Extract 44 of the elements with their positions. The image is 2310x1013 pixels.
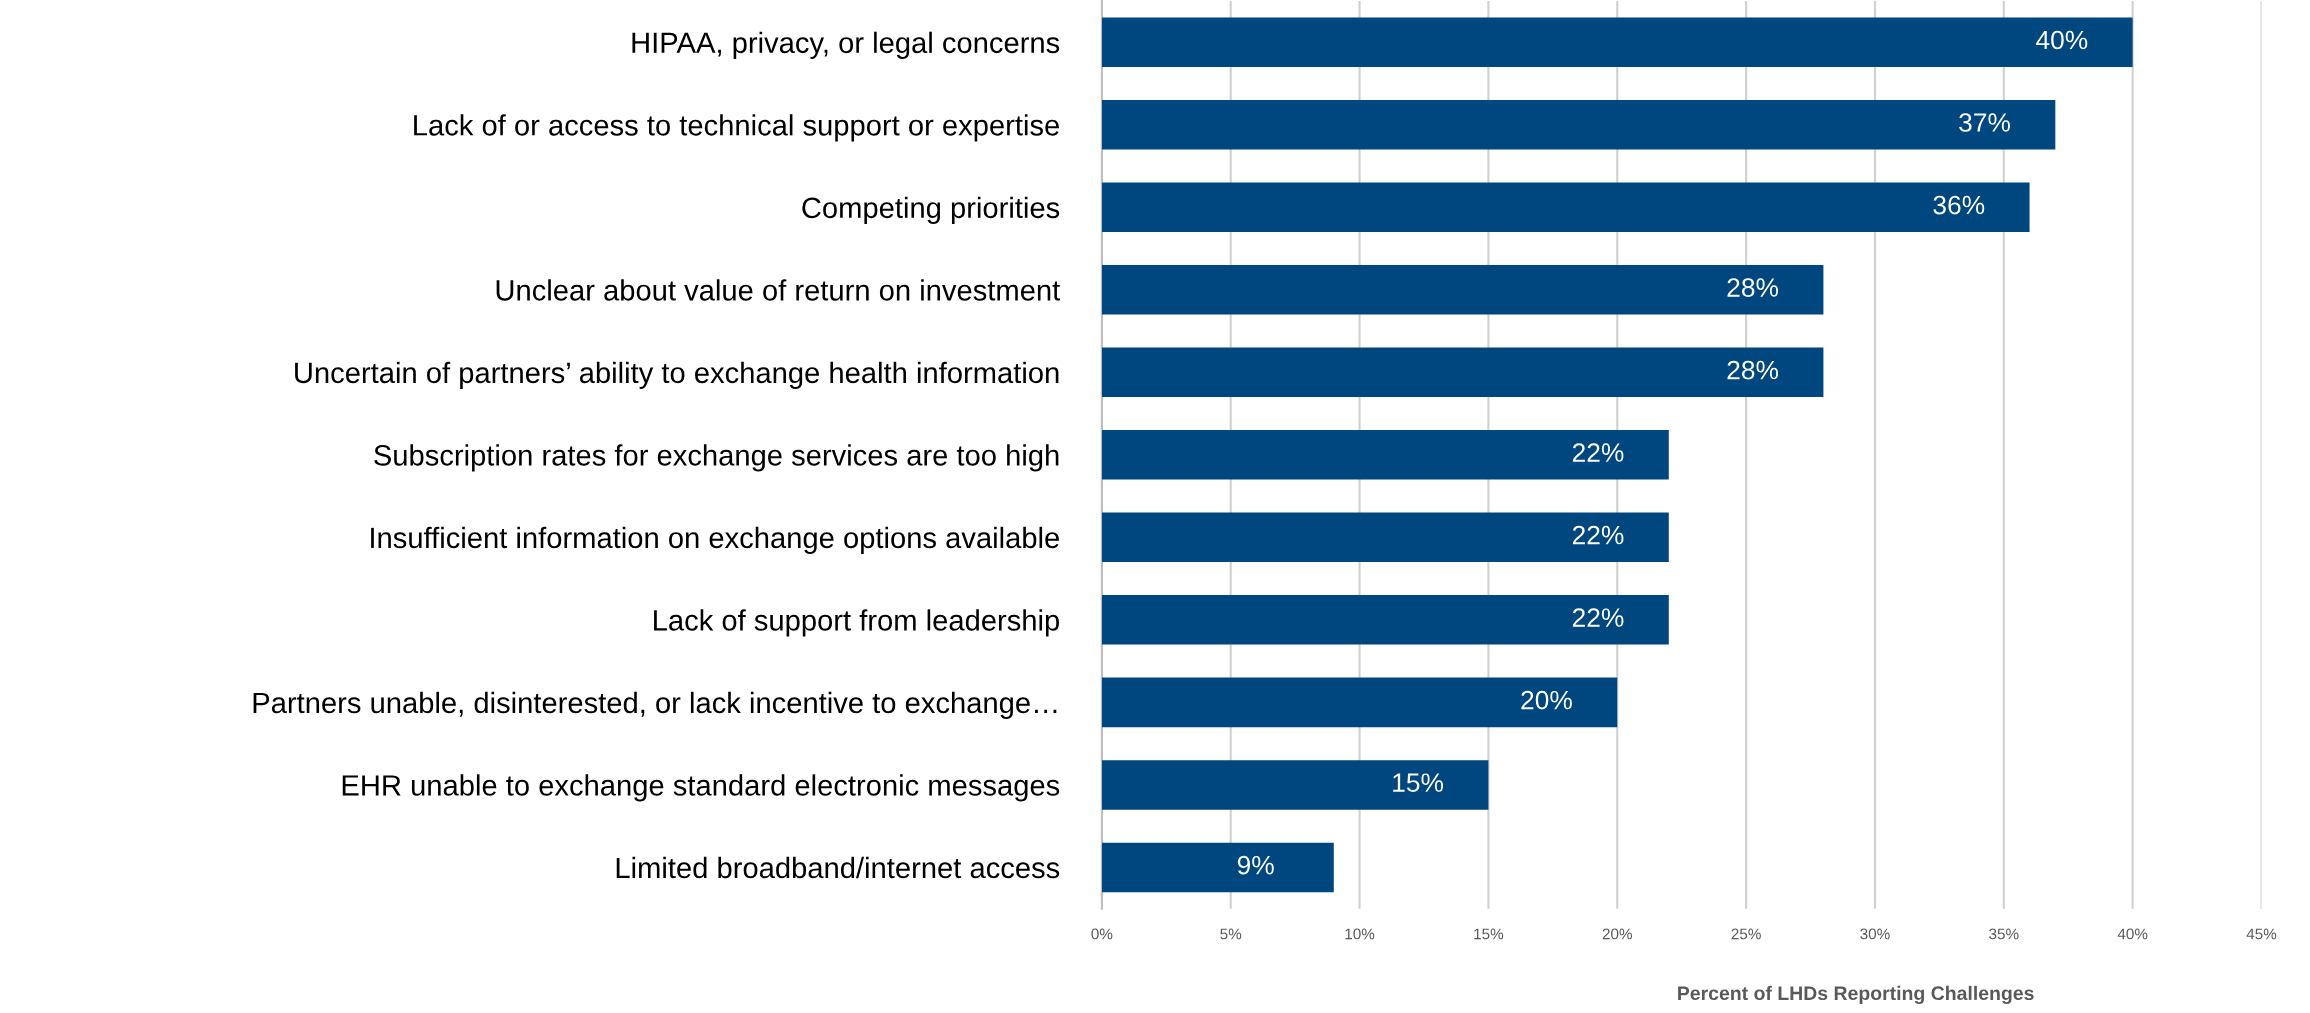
y-tick-label: Lack of or access to technical support or expertise: [414, 114, 1059, 142]
bar: [1101, 17, 2133, 68]
y-tick-label: EHR unable to exchange standard electronic messages: [342, 774, 1060, 802]
y-tick-label: Insufficient information on exchange options available: [371, 526, 1059, 554]
data-label: 36%: [1933, 195, 1985, 215]
y-tick-label: Uncertain of partners’ ability to exchange health information: [295, 361, 1059, 389]
bar: [1101, 100, 2056, 150]
y-tick-label: Partners unable, disinterested, or lack incentive to exchange…: [253, 691, 1057, 719]
x-axis-title: Percent of LHDs Reporting Challenges: [1678, 985, 2034, 1005]
bar: [1101, 595, 1669, 645]
data-label: 22%: [1572, 608, 1624, 627]
data-label: 22%: [1572, 525, 1624, 545]
x-tick-label: 40%: [2117, 928, 2148, 940]
x-tick-label: 15%: [1474, 928, 1504, 940]
x-tick-label: 10%: [1345, 928, 1375, 940]
bar: [1101, 512, 1669, 563]
data-label: 37%: [1959, 113, 2010, 132]
y-tick-label: Subscription rates for exchange services are too high: [374, 444, 1059, 472]
y-tick-label: Competing priorities: [802, 196, 1060, 224]
bar: [1101, 182, 2030, 233]
x-tick-label: 35%: [1989, 928, 2019, 940]
data-label: 28%: [1727, 278, 1779, 297]
y-tick-label: HIPAA, privacy, or legal concerns: [632, 31, 1060, 59]
bar: [1101, 347, 1824, 398]
data-label: 28%: [1727, 360, 1779, 380]
bar: [1101, 842, 1334, 893]
data-label: 22%: [1572, 443, 1624, 462]
x-tick-label: 0%: [1091, 928, 1113, 940]
data-label: 40%: [2036, 30, 2088, 50]
data-label: 9%: [1237, 855, 1274, 875]
x-tick-label: 25%: [1731, 928, 1761, 940]
x-tick-label: 45%: [2246, 928, 2277, 940]
data-label: 15%: [1393, 773, 1444, 792]
x-tick-label: 20%: [1602, 928, 1632, 940]
data-label: 20%: [1521, 690, 1572, 710]
bar: [1101, 265, 1824, 315]
y-tick-label: Lack of support from leadership: [654, 609, 1060, 637]
y-tick-label: Unclear about value of return on investment: [496, 279, 1061, 301]
y-tick-label: Limited broadband/internet access: [616, 856, 1060, 879]
bar: [1101, 677, 1618, 728]
bar: [1101, 430, 1669, 480]
bar: [1101, 760, 1489, 810]
x-tick-label: 5%: [1220, 928, 1242, 940]
x-tick-label: 30%: [1860, 928, 1890, 940]
